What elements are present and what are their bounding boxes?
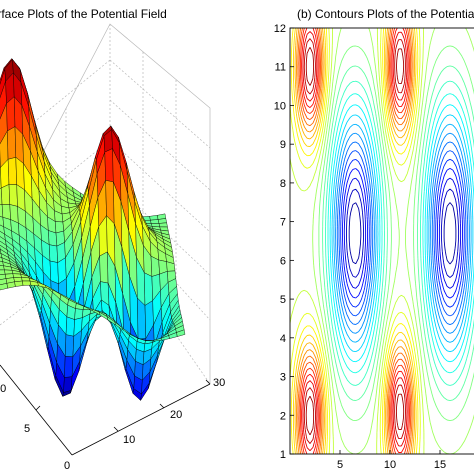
surface-patch [143, 272, 153, 306]
surface-patch [7, 157, 17, 185]
surface-patch [0, 184, 11, 205]
contour-ytick-label: 8 [280, 178, 286, 190]
contour-ytick-label: 11 [275, 62, 286, 74]
surface-patch [176, 329, 186, 337]
contour-ytick-label: 9 [280, 139, 286, 151]
contour-line [329, 104, 474, 363]
contour-ytick-label: 3 [280, 372, 286, 384]
surface-patch [49, 260, 59, 285]
contour-xtick-label: 15 [434, 459, 446, 471]
contour-ytick-label: 2 [280, 410, 286, 422]
surface-patch [21, 276, 31, 282]
surface-patch [65, 316, 75, 337]
contour-line [290, 28, 425, 454]
contour-ytick-label: 6 [280, 255, 286, 267]
surface-xtick-label: 20 [170, 409, 182, 421]
surface-axis-ticks [35, 379, 211, 432]
contour-line [290, 28, 421, 454]
contour-line [302, 31, 408, 451]
contour-line [305, 47, 405, 436]
contour-line [333, 123, 472, 343]
contour-lines [290, 28, 474, 454]
surface-patch [8, 184, 18, 207]
surface-patch [48, 244, 58, 263]
contour-ytick-label: 7 [280, 217, 286, 229]
surface-patch [157, 218, 167, 224]
surface-plot-title: (a) 3D Surface Plots of the Potential Fi… [0, 7, 167, 21]
contour-ytick-label: 4 [280, 333, 286, 345]
contour-line [297, 28, 413, 454]
contour-line [331, 114, 474, 353]
contour-line [348, 202, 457, 265]
surface-patch [104, 148, 114, 183]
contour-ytick-label: 5 [280, 294, 286, 306]
surface-ytick-label: 0 [64, 460, 70, 472]
contour-line [322, 65, 474, 402]
contour-line [346, 188, 460, 278]
surface-patch [12, 273, 22, 278]
surface-patch [4, 269, 14, 275]
box-back-wall [0, 23, 211, 384]
surface-ytick-label: 10 [0, 383, 6, 395]
surface-patch [7, 126, 17, 160]
contour-plot-title: (b) Contours Plots of the Potential Fiel… [297, 7, 474, 21]
contour-line [312, 28, 474, 454]
surface-patch [74, 308, 84, 320]
surface-patch [158, 222, 168, 228]
surface-patch [99, 251, 109, 284]
surface-plot-panel: (a) 3D Surface Plots of the Potential Fi… [0, 7, 225, 472]
contour-line [338, 150, 467, 317]
surface-patch [22, 280, 32, 286]
contour-line [335, 132, 470, 334]
surface-patch [14, 280, 24, 287]
contour-xtick-label: 5 [337, 459, 343, 471]
contour-line [294, 28, 416, 454]
surface-patch [150, 219, 160, 224]
contour-line [298, 28, 412, 454]
contour-line [318, 45, 474, 422]
contour-line [342, 168, 463, 299]
contour-ytick-label: 1 [280, 449, 286, 461]
contour-line [299, 28, 410, 454]
surface-tick-labels: 10 20 30 0 5 10 [0, 377, 225, 472]
surface-patch [64, 356, 74, 378]
surface-patch [64, 334, 75, 357]
contour-line [301, 28, 409, 454]
contour-line [303, 38, 406, 444]
contour-line [327, 93, 474, 374]
surface-xtick-label: 30 [213, 377, 225, 389]
surface-x-axis-line [71, 383, 211, 456]
surface-ytick-label: 5 [24, 423, 30, 435]
surface-patch [63, 376, 73, 393]
contour-x-ticks: 5 10 15 [337, 450, 446, 471]
contour-line [290, 28, 419, 454]
contour-line [343, 177, 462, 289]
contour-ytick-label: 10 [274, 100, 286, 112]
contour-line [296, 28, 414, 454]
contour-ytick-label: 12 [274, 23, 286, 35]
contour-line [340, 158, 465, 308]
contour-xtick-label: 10 [384, 459, 396, 471]
surface-patch [48, 230, 58, 247]
surface-mesh [0, 57, 186, 401]
contour-line [336, 141, 469, 326]
surface-xtick-label: 10 [123, 434, 135, 446]
contour-plot-panel: (b) Contours Plots of the Potential Fiel… [274, 7, 474, 471]
contour-line [292, 28, 417, 454]
